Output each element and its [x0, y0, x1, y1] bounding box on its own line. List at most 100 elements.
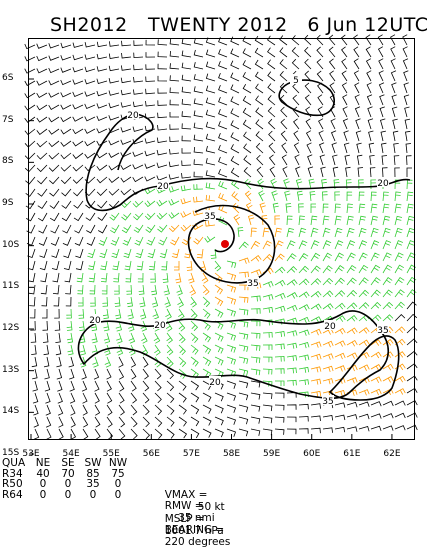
- wind-barb: [394, 203, 402, 214]
- wind-barb: [242, 95, 252, 106]
- wind-barb: [358, 203, 366, 214]
- wind-barb: [60, 79, 72, 86]
- wind-barb: [202, 308, 211, 319]
- wind-barb: [279, 71, 288, 82]
- wind-barb: [144, 212, 156, 221]
- wind-barb: [190, 392, 200, 403]
- wind-barb: [110, 236, 120, 246]
- wind-barb: [48, 140, 60, 148]
- wind-barb: [262, 240, 272, 250]
- wind-barb: [286, 253, 297, 262]
- wind-barb: [152, 308, 160, 320]
- wind-barb: [180, 198, 192, 205]
- wind-barb: [353, 70, 360, 82]
- wind-contours-layer: [77, 79, 411, 401]
- wind-barb: [298, 278, 310, 286]
- wind-barb: [334, 252, 344, 262]
- wind-barb: [382, 314, 394, 322]
- wind-barb: [127, 308, 134, 320]
- wind-barb: [214, 344, 224, 354]
- wind-barb: [394, 227, 403, 238]
- wind-barb: [394, 351, 406, 358]
- wind-barb: [346, 289, 358, 298]
- wind-barb: [333, 179, 340, 190]
- wind-barb: [24, 128, 36, 136]
- wind-barb: [380, 130, 386, 142]
- wind-barb: [403, 70, 409, 82]
- wind-barb: [355, 130, 362, 142]
- wind-barb: [292, 106, 300, 118]
- wind-barb: [330, 118, 336, 130]
- wind-barb: [81, 380, 88, 392]
- wind-barb: [406, 350, 418, 358]
- wind-barb: [140, 308, 147, 320]
- wind-barb: [262, 404, 273, 412]
- wind-barb: [328, 58, 336, 70]
- wind-barb: [132, 164, 144, 170]
- wind-barb: [394, 264, 405, 274]
- wind-barb: [238, 320, 249, 328]
- wind-barb: [365, 34, 372, 46]
- wind-barb: [36, 164, 48, 173]
- wind-barb: [230, 108, 240, 118]
- wind-barb: [169, 149, 180, 155]
- contour-label-bg: [89, 314, 101, 324]
- lon-label: 60E: [303, 449, 321, 459]
- wind-barb: [24, 56, 36, 62]
- wind-barb: [44, 380, 51, 392]
- wind-barb: [354, 106, 361, 118]
- basin-title: SH2012: [50, 14, 128, 36]
- wind-barb: [36, 152, 48, 160]
- wind-barb: [358, 302, 370, 310]
- wind-barb: [24, 68, 36, 74]
- lon-label: 55E: [102, 449, 120, 459]
- wind-barb: [72, 42, 84, 48]
- wind-barb: [370, 264, 381, 274]
- wind-barb: [123, 248, 132, 259]
- lat-label: 10S: [2, 239, 20, 250]
- wind-barb: [31, 356, 38, 368]
- wind-barb: [358, 339, 370, 347]
- wind-barb: [36, 92, 48, 99]
- wind-barb: [171, 248, 180, 259]
- wind-barb: [84, 42, 96, 48]
- wind-barb: [243, 167, 252, 178]
- map-frame: [28, 38, 415, 440]
- wind-barb: [166, 392, 175, 403]
- wind-barb: [169, 50, 180, 58]
- wind-barb: [310, 341, 322, 348]
- lat-label: 14S: [2, 406, 20, 417]
- wind-barb: [230, 144, 240, 154]
- wind-barb: [51, 260, 60, 271]
- wind-barb: [403, 94, 410, 106]
- wind-barb: [382, 227, 391, 238]
- wind-barb: [262, 392, 273, 399]
- wind-barb: [121, 40, 132, 47]
- wind-barb: [181, 38, 192, 46]
- wind-barb: [378, 82, 385, 94]
- wind-barb: [394, 276, 405, 286]
- wind-barb: [391, 106, 398, 118]
- bearing-value: 220 degrees: [164, 536, 231, 548]
- wind-barb: [37, 188, 48, 197]
- wind-barb: [189, 284, 197, 296]
- wind-barb: [177, 296, 184, 308]
- wind-barb: [102, 308, 109, 320]
- wind-barb: [250, 320, 261, 327]
- wind-barb: [274, 368, 285, 374]
- wind-barb: [92, 356, 99, 368]
- wind-barb: [230, 132, 240, 142]
- wind-barb: [120, 164, 132, 171]
- wind-barb: [190, 320, 199, 332]
- wind-barb: [334, 340, 346, 347]
- wind-barb: [272, 202, 279, 214]
- wind-barb: [346, 339, 358, 347]
- wind-barb: [382, 240, 392, 250]
- wind-barb: [303, 34, 312, 46]
- wind-barb: [42, 332, 49, 343]
- wind-barb: [262, 253, 274, 262]
- wind-barb: [26, 212, 36, 222]
- wind-barb: [218, 72, 228, 82]
- wind-barb: [370, 425, 382, 432]
- wind-barb: [108, 115, 120, 121]
